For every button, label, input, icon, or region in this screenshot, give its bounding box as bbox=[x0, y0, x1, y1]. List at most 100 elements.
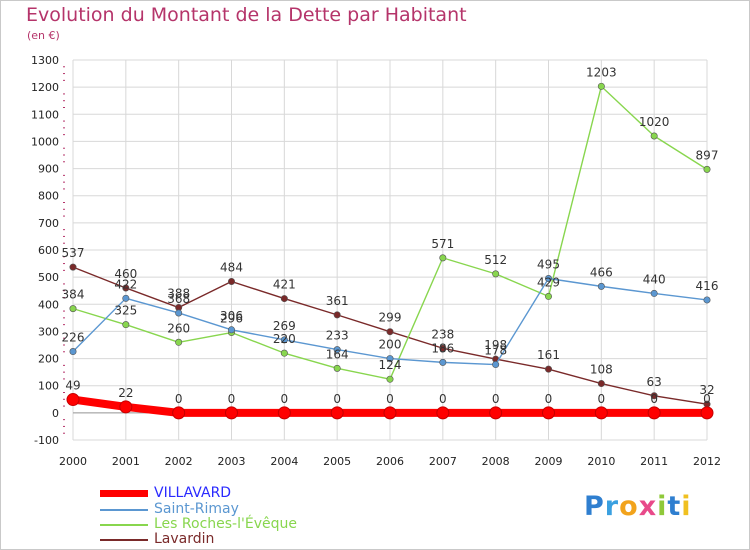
data-point bbox=[544, 292, 552, 300]
data-label: 368 bbox=[167, 292, 190, 306]
data-label: 897 bbox=[696, 148, 719, 162]
data-label: 484 bbox=[220, 260, 243, 274]
data-label: 0 bbox=[492, 392, 500, 406]
y-tick-label: 200 bbox=[38, 353, 59, 366]
data-label: 466 bbox=[590, 265, 613, 279]
data-point bbox=[333, 364, 341, 372]
data-label: 0 bbox=[439, 392, 447, 406]
data-point bbox=[439, 358, 447, 366]
data-label: 269 bbox=[273, 319, 296, 333]
data-label: 306 bbox=[220, 309, 243, 323]
data-point bbox=[436, 406, 450, 420]
x-tick-label: 2010 bbox=[587, 455, 615, 468]
data-point bbox=[703, 165, 711, 173]
data-label: 388 bbox=[167, 287, 190, 301]
x-tick-label: 2009 bbox=[535, 455, 563, 468]
data-label: 537 bbox=[62, 246, 85, 260]
data-label: 384 bbox=[62, 288, 85, 302]
data-label: 49 bbox=[65, 379, 80, 393]
x-tick-label: 2001 bbox=[112, 455, 140, 468]
y-tick-label: 500 bbox=[38, 271, 59, 284]
data-point bbox=[69, 263, 77, 271]
data-label: 440 bbox=[643, 272, 666, 286]
data-label: 495 bbox=[537, 258, 560, 272]
data-label: 571 bbox=[431, 237, 454, 251]
y-tick-label: 900 bbox=[38, 163, 59, 176]
legend-label-saint-rimay: Saint-Rimay bbox=[154, 501, 239, 517]
data-point bbox=[650, 392, 658, 400]
data-label: 233 bbox=[326, 329, 349, 343]
data-point bbox=[280, 349, 288, 357]
data-point bbox=[280, 336, 288, 344]
y-tick-label: -100 bbox=[34, 434, 59, 447]
data-label: 460 bbox=[114, 267, 137, 281]
y-tick-label: 400 bbox=[38, 298, 59, 311]
logo-letter: i bbox=[681, 491, 692, 522]
legend-swatch-saint-rimay bbox=[100, 509, 148, 511]
chart-unit-label: (en €) bbox=[27, 29, 60, 42]
data-label: 198 bbox=[484, 338, 507, 352]
data-point bbox=[175, 338, 183, 346]
data-point bbox=[542, 406, 555, 420]
x-tick-label: 2003 bbox=[218, 455, 246, 468]
data-label: 22 bbox=[118, 386, 133, 400]
data-point bbox=[66, 393, 80, 407]
x-tick-label: 2011 bbox=[640, 455, 668, 468]
x-tick-label: 2007 bbox=[429, 455, 457, 468]
x-tick-label: 2005 bbox=[323, 455, 351, 468]
data-label: 0 bbox=[175, 392, 183, 406]
y-tick-label: 1000 bbox=[31, 135, 59, 148]
legend-label-lavardin: Lavardin bbox=[154, 531, 215, 547]
data-point bbox=[597, 282, 605, 290]
data-point bbox=[386, 355, 394, 363]
data-label: 200 bbox=[379, 338, 402, 352]
data-point bbox=[544, 365, 552, 373]
data-label: 422 bbox=[114, 277, 137, 291]
data-label: 296 bbox=[220, 312, 243, 326]
data-point bbox=[228, 326, 236, 334]
data-point bbox=[172, 406, 186, 420]
y-tick-label: 1200 bbox=[31, 81, 59, 94]
y-tick-label: 800 bbox=[38, 190, 59, 203]
data-label: 220 bbox=[273, 332, 296, 346]
data-point bbox=[439, 254, 447, 262]
data-point bbox=[650, 132, 658, 140]
data-point bbox=[492, 270, 500, 278]
data-label: 124 bbox=[379, 358, 402, 372]
data-point bbox=[386, 375, 394, 383]
data-point bbox=[175, 309, 183, 317]
data-point bbox=[330, 406, 344, 420]
data-point bbox=[386, 328, 394, 336]
chart-title: Evolution du Montant de la Dette par Hab… bbox=[26, 4, 467, 26]
data-point bbox=[703, 296, 711, 304]
legend-label-les-roches: Les Roches-l'Évêque bbox=[154, 516, 297, 532]
logo-letter: t bbox=[667, 491, 682, 522]
y-tick-label: 1100 bbox=[31, 108, 59, 121]
data-label: 429 bbox=[537, 275, 560, 289]
data-label: 164 bbox=[326, 347, 349, 361]
data-label: 1020 bbox=[639, 115, 670, 129]
data-label: 178 bbox=[484, 344, 507, 358]
data-label: 0 bbox=[228, 392, 236, 406]
data-point bbox=[333, 311, 341, 319]
data-label: 0 bbox=[545, 392, 553, 406]
data-label: 226 bbox=[62, 331, 85, 345]
data-label: 186 bbox=[431, 341, 454, 355]
data-label: 0 bbox=[650, 392, 658, 406]
data-point bbox=[597, 380, 605, 388]
y-tick-label: 600 bbox=[38, 244, 59, 257]
y-tick-label: 300 bbox=[38, 325, 59, 338]
data-label: 63 bbox=[647, 375, 662, 389]
data-label: 108 bbox=[590, 363, 613, 377]
data-label: 361 bbox=[326, 294, 349, 308]
legend-swatch-lavardin bbox=[100, 539, 148, 541]
data-label: 1203 bbox=[586, 65, 617, 79]
data-point bbox=[650, 289, 658, 297]
y-tick-label: 100 bbox=[38, 380, 59, 393]
data-label: 0 bbox=[281, 392, 289, 406]
data-point bbox=[69, 305, 77, 313]
y-tick-label: 1300 bbox=[31, 54, 59, 67]
data-label: 0 bbox=[598, 392, 606, 406]
